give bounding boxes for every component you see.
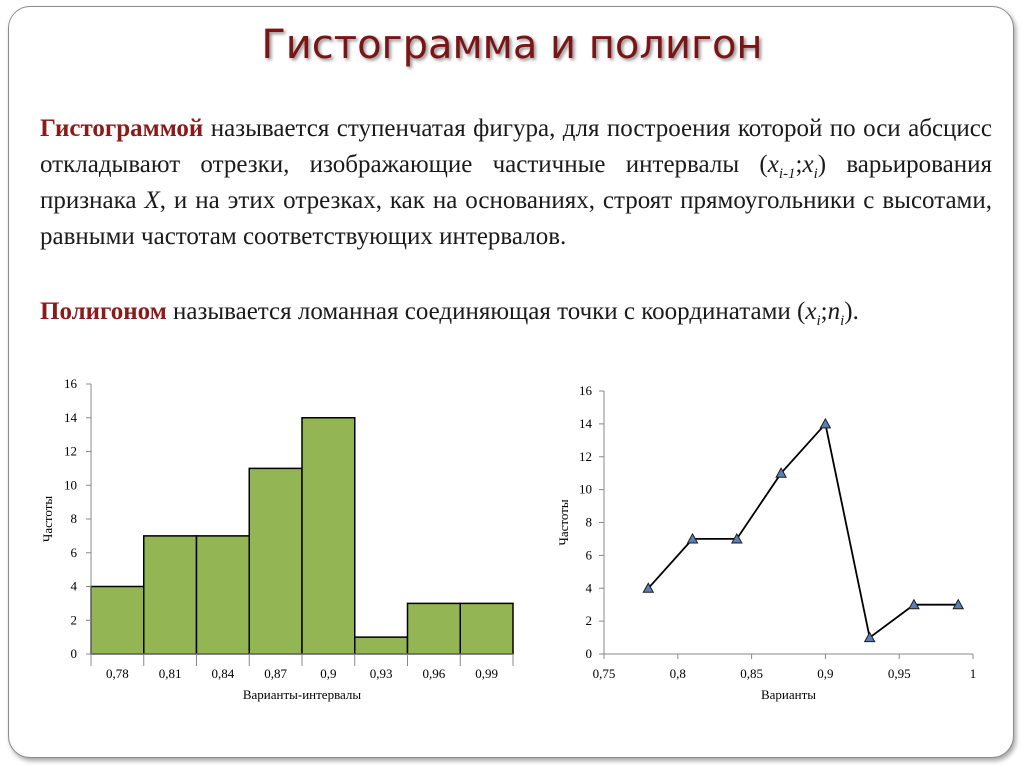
polygon-x-tick-label: 0,85 bbox=[740, 666, 763, 681]
slide-title: Гистограмма и полигон bbox=[261, 22, 763, 68]
histogram-term: Гистограммой bbox=[40, 115, 204, 142]
math-sub-x-i: i bbox=[816, 313, 821, 329]
polygon-y-tick-label: 10 bbox=[579, 482, 592, 497]
polygon-text-2: ; bbox=[820, 298, 828, 325]
polygon-y-tick-label: 8 bbox=[586, 515, 593, 530]
histogram-y-tick-label: 2 bbox=[71, 612, 78, 627]
polygon-x-axis-label: Варианты bbox=[761, 687, 816, 702]
polygon-x-tick-label: 0,95 bbox=[888, 666, 911, 681]
histogram-x-tick-label: 0,84 bbox=[212, 666, 235, 681]
math-x: x bbox=[805, 298, 817, 325]
polygon-point-marker bbox=[730, 532, 743, 544]
polygon-term: Полигоном bbox=[40, 298, 167, 325]
polygon-point-marker bbox=[952, 598, 965, 610]
histogram-bar bbox=[301, 417, 356, 655]
math-sub-i-minus-1: i-1 bbox=[778, 166, 796, 182]
histogram-text-4: , и на этих отрезках, как на основаниях,… bbox=[40, 187, 993, 250]
histogram-y-tick-label: 6 bbox=[71, 545, 78, 560]
polygon-y-axis-label: Частоты bbox=[556, 499, 571, 546]
math-X: X bbox=[144, 187, 160, 214]
polygon-x-tick-label: 0,75 bbox=[593, 666, 616, 681]
polygon-point-marker bbox=[775, 467, 787, 478]
polygon-x-tick-label: 0,9 bbox=[817, 666, 833, 681]
polygon-y-tick-label: 14 bbox=[579, 416, 593, 431]
histogram-x-tick-label: 0,78 bbox=[106, 666, 129, 681]
polygon-point-marker bbox=[908, 598, 920, 610]
histogram-x-tick-label: 0,9 bbox=[320, 666, 336, 681]
polygon-point-marker bbox=[642, 582, 655, 593]
polygon-point-marker bbox=[819, 417, 832, 429]
histogram-bar bbox=[195, 535, 250, 655]
histogram-x-tick-label: 0,87 bbox=[264, 666, 287, 681]
histogram-text-3: ) варьирования признака bbox=[40, 151, 992, 214]
histogram-text-1: называется ступенчатая фигура, для постр… bbox=[40, 115, 992, 178]
histogram-x-tick-label: 0,96 bbox=[423, 666, 446, 681]
histogram-y-axis-label: Частоты bbox=[40, 496, 55, 543]
math-sub-i: i bbox=[813, 166, 818, 182]
histogram-y-tick-label: 10 bbox=[64, 477, 77, 492]
polygon-y-tick-label: 2 bbox=[586, 613, 593, 628]
polygon-point-marker bbox=[863, 631, 876, 643]
polygon-series-line bbox=[647, 421, 959, 640]
polygon-y-tick-label: 16 bbox=[579, 383, 593, 398]
polygon-text-3: ). bbox=[844, 298, 859, 325]
histogram-y-tick-label: 12 bbox=[64, 444, 77, 459]
polygon-point-marker bbox=[686, 532, 699, 544]
histogram-x-tick-label: 0,93 bbox=[370, 666, 393, 681]
polygon-definition: Полигоном называется ломанная соединяюща… bbox=[40, 294, 992, 330]
polygon-y-tick-label: 6 bbox=[586, 547, 593, 562]
histogram-definition: Гистограммой называется ступенчатая фигу… bbox=[40, 111, 992, 255]
histogram-y-tick-label: 4 bbox=[71, 579, 78, 594]
histogram-text-2: ; bbox=[795, 151, 803, 178]
histogram-y-tick-label: 0 bbox=[71, 646, 78, 661]
histogram-x-tick-label: 0,81 bbox=[159, 666, 182, 681]
math-n: n bbox=[827, 298, 841, 325]
polygon-y-tick-label: 4 bbox=[586, 580, 593, 595]
histogram-x-tick-label: 0,99 bbox=[475, 666, 498, 681]
histogram-x-axis-label: Варианты-интервалы bbox=[243, 687, 362, 702]
polygon-text-1: называется ломанная соединяющая точки с … bbox=[166, 298, 806, 325]
histogram-y-tick-label: 16 bbox=[64, 376, 78, 391]
math-x-2: x bbox=[802, 151, 814, 178]
histogram-y-tick-label: 8 bbox=[71, 511, 78, 526]
histogram-y-tick-label: 14 bbox=[64, 410, 78, 425]
polygon-x-tick-label: 1 bbox=[970, 666, 977, 681]
polygon-x-tick-label: 0,8 bbox=[670, 666, 686, 681]
polygon-y-tick-label: 12 bbox=[579, 449, 592, 464]
math-sub-n-i: i bbox=[840, 313, 845, 329]
math-x-1: x bbox=[767, 151, 779, 178]
polygon-y-tick-label: 0 bbox=[586, 646, 593, 661]
